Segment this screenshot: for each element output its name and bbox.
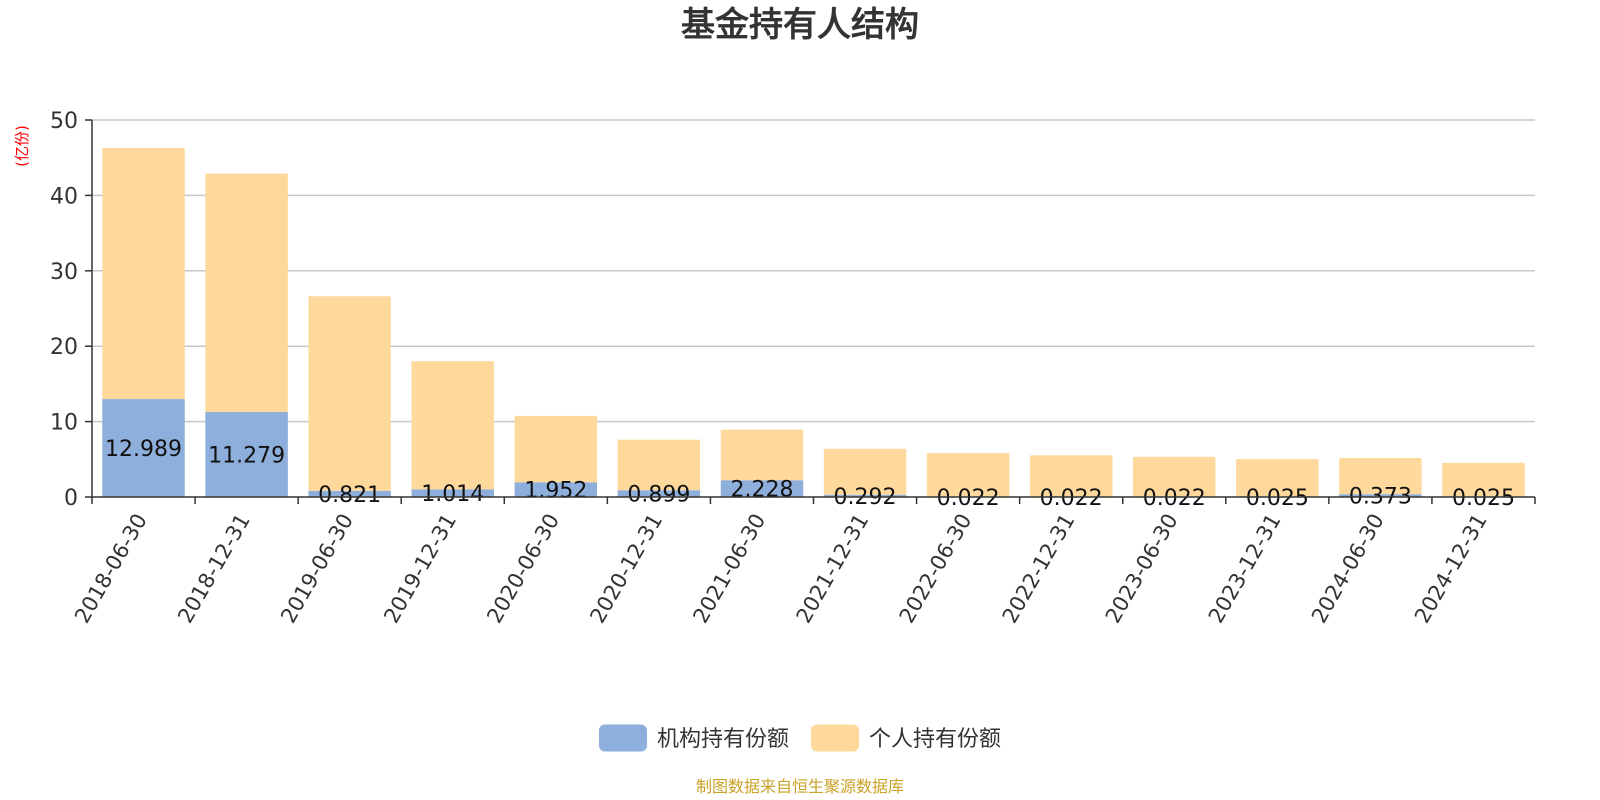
x-tick-label: 2024-06-30 [1307, 510, 1389, 628]
bar-individual [1339, 457, 1422, 495]
data-label-institutional: 12.989 [105, 437, 182, 462]
legend-label: 个人持有份额 [869, 727, 1001, 752]
y-tick-label: 50 [50, 109, 78, 134]
data-label-institutional: 0.821 [318, 483, 381, 508]
bar-institutional [514, 482, 598, 497]
bar-institutional [308, 490, 391, 497]
x-tick-label: 2024-12-31 [1410, 510, 1492, 628]
bar-individual [926, 453, 1010, 497]
bar-institutional [411, 489, 494, 497]
data-label-institutional: 0.899 [627, 483, 690, 508]
bar-individual [308, 296, 391, 491]
bar-individual [411, 361, 494, 490]
y-tick-label: 40 [50, 184, 78, 209]
y-axis-unit: (亿份) [13, 125, 31, 167]
x-tick-label: 2019-06-30 [276, 510, 358, 628]
bar-institutional [102, 399, 185, 497]
data-label-institutional: 1.952 [524, 479, 587, 504]
data-label-institutional: 0.025 [1246, 486, 1309, 511]
bar-institutional [720, 480, 804, 497]
bar-individual [1236, 459, 1319, 497]
x-tick-label: 2020-06-30 [482, 510, 564, 628]
chart-title: 基金持有人结构 [681, 5, 919, 45]
y-tick-label: 0 [64, 486, 78, 511]
x-tick-label: 2018-12-31 [173, 510, 255, 628]
legend: 机构持有份额 个人持有份额 [598, 724, 1001, 752]
x-tick-label: 2021-06-30 [688, 510, 770, 628]
x-tick-label: 2022-12-31 [998, 510, 1080, 628]
bar-institutional [617, 490, 701, 497]
bar-individual [720, 429, 804, 481]
data-label-institutional: 0.022 [937, 486, 1000, 511]
x-tick-label: 2019-12-31 [379, 510, 461, 628]
x-tick-label: 2023-12-31 [1204, 510, 1286, 628]
bar-individual [514, 415, 598, 483]
bar-individual [205, 173, 288, 412]
data-label-institutional: 2.228 [730, 478, 793, 503]
bar-institutional [823, 494, 907, 497]
bar-individual [1442, 462, 1525, 497]
bar-individual [1133, 456, 1216, 497]
bar-individual [823, 448, 907, 495]
y-tick-label: 20 [50, 335, 78, 360]
data-label-institutional: 11.279 [208, 443, 285, 468]
bar-institutional [205, 411, 288, 497]
bar-individual [617, 439, 701, 491]
bars [102, 147, 1525, 497]
x-tick-label: 2022-06-30 [895, 510, 977, 628]
x-tick-label: 2020-12-31 [585, 510, 667, 628]
data-label-institutional: 0.025 [1452, 486, 1515, 511]
y-tick-label: 10 [50, 411, 78, 436]
y-tick-label: 30 [50, 260, 78, 285]
x-tick-label: 2021-12-31 [792, 510, 874, 628]
legend-swatch [811, 724, 859, 752]
bar-institutional [1339, 494, 1422, 497]
legend-label: 机构持有份额 [657, 727, 789, 752]
bar-individual [1029, 455, 1113, 497]
data-label-institutional: 1.014 [421, 482, 484, 507]
legend-swatch [598, 724, 647, 752]
x-tick-label: 2018-06-30 [70, 510, 152, 628]
bar-individual [102, 147, 185, 400]
x-tick-label: 2023-06-30 [1101, 510, 1183, 628]
data-label-institutional: 0.022 [1143, 486, 1206, 511]
data-label-institutional: 0.022 [1040, 486, 1103, 511]
data-source: 制图数据来自恒生聚源数据库 [696, 777, 904, 796]
